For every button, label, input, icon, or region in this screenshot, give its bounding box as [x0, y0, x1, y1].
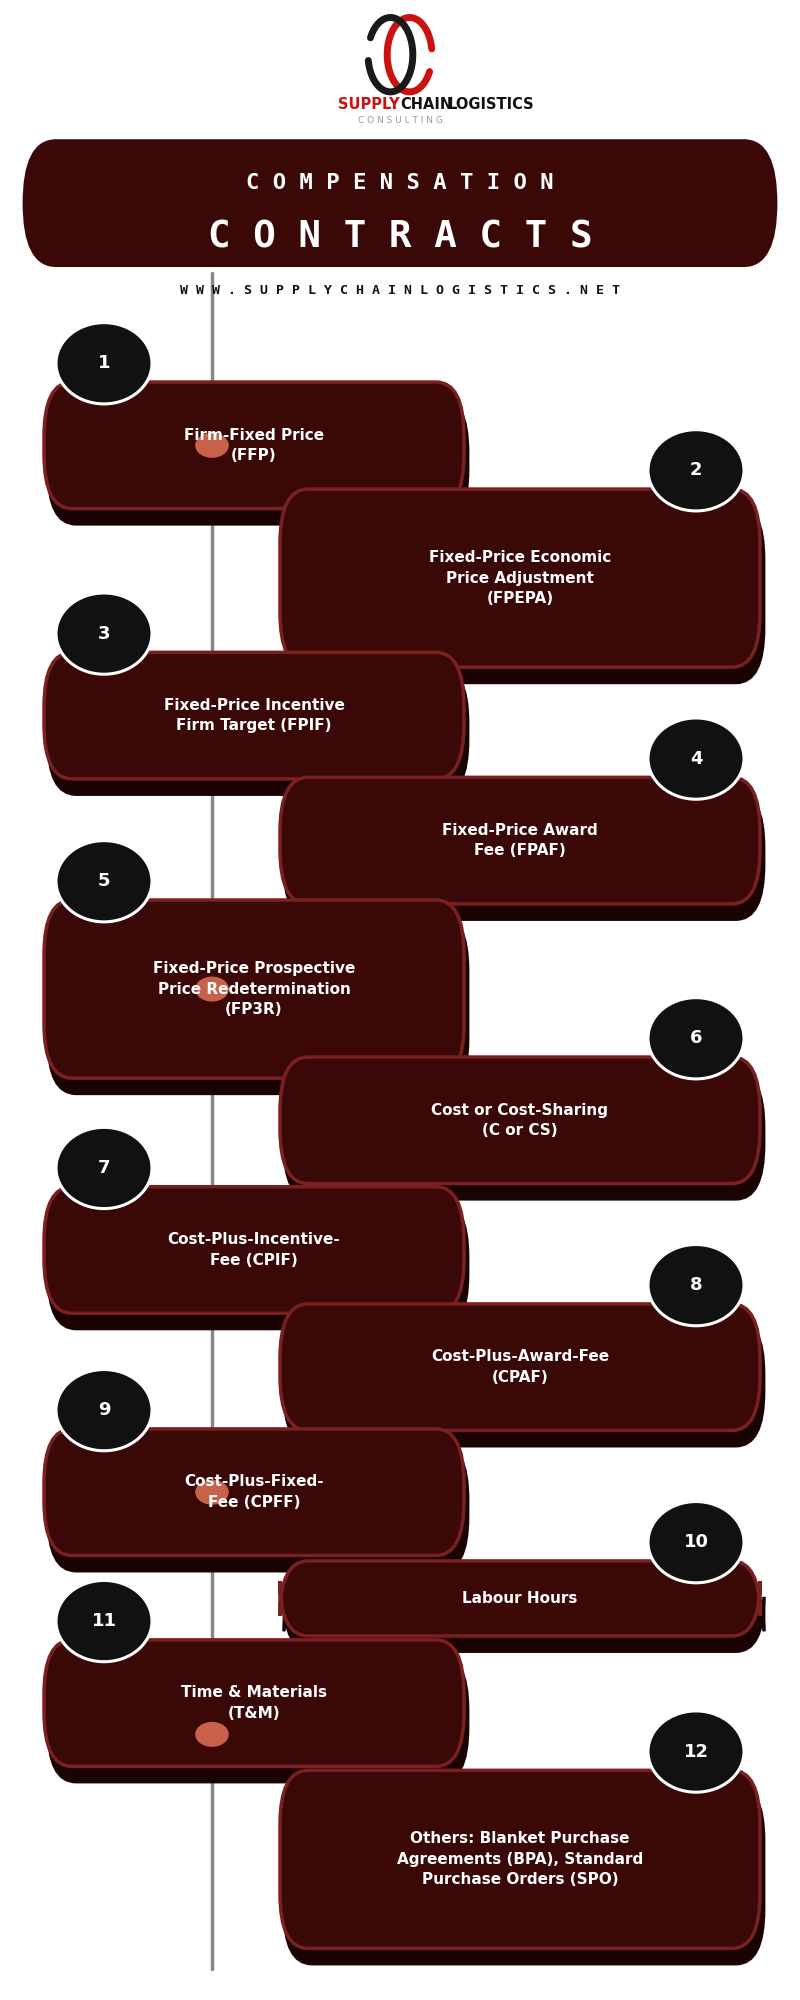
- FancyBboxPatch shape: [44, 652, 464, 778]
- Text: C O N S U L T I N G: C O N S U L T I N G: [358, 116, 442, 124]
- Text: 1: 1: [98, 354, 110, 372]
- Text: Fixed-Price Economic
Price Adjustment
(FPEPA): Fixed-Price Economic Price Adjustment (F…: [429, 550, 611, 606]
- FancyBboxPatch shape: [48, 398, 468, 524]
- FancyBboxPatch shape: [280, 1560, 760, 1636]
- Text: Labour Hours: Labour Hours: [462, 1590, 578, 1606]
- Text: 12: 12: [683, 1742, 709, 1760]
- FancyBboxPatch shape: [48, 668, 468, 794]
- FancyBboxPatch shape: [284, 504, 764, 682]
- Ellipse shape: [56, 1370, 152, 1450]
- FancyBboxPatch shape: [44, 1186, 464, 1314]
- Text: Cost or Cost-Sharing
(C or CS): Cost or Cost-Sharing (C or CS): [431, 1102, 609, 1138]
- Text: CHAIN: CHAIN: [400, 98, 452, 112]
- FancyBboxPatch shape: [280, 1770, 760, 1948]
- FancyBboxPatch shape: [284, 1786, 764, 1964]
- Text: 11: 11: [91, 1612, 117, 1630]
- Ellipse shape: [195, 432, 229, 458]
- FancyBboxPatch shape: [48, 1444, 468, 1572]
- FancyBboxPatch shape: [284, 792, 764, 920]
- Text: LOGISTICS: LOGISTICS: [448, 98, 534, 112]
- Text: Fixed-Price Prospective
Price Redetermination
(FP3R): Fixed-Price Prospective Price Redetermin…: [153, 962, 355, 1016]
- Text: 5: 5: [98, 872, 110, 890]
- FancyBboxPatch shape: [284, 1320, 764, 1446]
- Text: Firm-Fixed Price
(FFP): Firm-Fixed Price (FFP): [184, 428, 324, 464]
- Text: Cost-Plus-Fixed-
Fee (CPFF): Cost-Plus-Fixed- Fee (CPFF): [184, 1474, 324, 1510]
- Text: W W W . S U P P L Y C H A I N L O G I S T I C S . N E T: W W W . S U P P L Y C H A I N L O G I S …: [180, 284, 620, 298]
- Text: Cost-Plus-Award-Fee
(CPAF): Cost-Plus-Award-Fee (CPAF): [431, 1350, 609, 1384]
- Ellipse shape: [56, 1128, 152, 1208]
- Ellipse shape: [56, 840, 152, 922]
- FancyBboxPatch shape: [48, 916, 468, 1094]
- FancyBboxPatch shape: [48, 1656, 468, 1782]
- FancyBboxPatch shape: [48, 1202, 468, 1328]
- Text: 4: 4: [690, 750, 702, 768]
- Text: 3: 3: [98, 624, 110, 642]
- Text: Fixed-Price Incentive
Firm Target (FPIF): Fixed-Price Incentive Firm Target (FPIF): [163, 698, 345, 734]
- Text: Others: Blanket Purchase
Agreements (BPA), Standard
Purchase Orders (SPO): Others: Blanket Purchase Agreements (BPA…: [397, 1832, 643, 1888]
- Ellipse shape: [648, 1502, 744, 1582]
- Text: C O N T R A C T S: C O N T R A C T S: [208, 220, 592, 256]
- Text: 2: 2: [690, 462, 702, 480]
- FancyBboxPatch shape: [44, 382, 464, 508]
- FancyBboxPatch shape: [44, 1640, 464, 1766]
- FancyBboxPatch shape: [284, 1576, 764, 1652]
- Text: 9: 9: [98, 1402, 110, 1420]
- Ellipse shape: [56, 1580, 152, 1662]
- Text: Fixed-Price Award
Fee (FPAF): Fixed-Price Award Fee (FPAF): [442, 822, 598, 858]
- Ellipse shape: [648, 998, 744, 1078]
- FancyBboxPatch shape: [24, 140, 776, 266]
- Text: 7: 7: [98, 1158, 110, 1176]
- Text: 8: 8: [690, 1276, 702, 1294]
- FancyBboxPatch shape: [44, 1428, 464, 1556]
- Ellipse shape: [195, 976, 229, 1002]
- FancyBboxPatch shape: [280, 490, 760, 668]
- Text: Cost-Plus-Incentive-
Fee (CPIF): Cost-Plus-Incentive- Fee (CPIF): [168, 1232, 340, 1268]
- FancyBboxPatch shape: [280, 778, 760, 904]
- Ellipse shape: [195, 1480, 229, 1504]
- FancyBboxPatch shape: [280, 1304, 760, 1430]
- FancyBboxPatch shape: [280, 1058, 760, 1184]
- FancyBboxPatch shape: [44, 900, 464, 1078]
- Text: Time & Materials
(T&M): Time & Materials (T&M): [181, 1686, 327, 1720]
- FancyBboxPatch shape: [284, 1072, 764, 1200]
- Text: C O M P E N S A T I O N: C O M P E N S A T I O N: [246, 172, 554, 192]
- Ellipse shape: [56, 322, 152, 404]
- Ellipse shape: [56, 592, 152, 674]
- Ellipse shape: [648, 1244, 744, 1326]
- Ellipse shape: [195, 1722, 229, 1746]
- Ellipse shape: [648, 718, 744, 800]
- Text: 6: 6: [690, 1030, 702, 1048]
- Ellipse shape: [648, 1710, 744, 1792]
- Ellipse shape: [648, 430, 744, 510]
- Text: SUPPLY: SUPPLY: [338, 98, 400, 112]
- Text: 10: 10: [683, 1534, 709, 1552]
